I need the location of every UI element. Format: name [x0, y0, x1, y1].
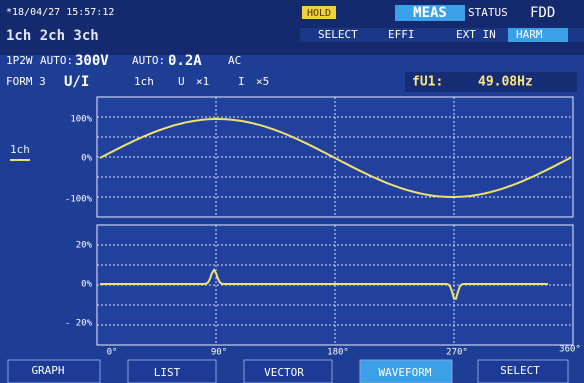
- x-label: 90°: [211, 348, 227, 358]
- y-label: - 20%: [65, 319, 93, 329]
- voltage-range: 300V: [75, 53, 109, 69]
- freq-label: fU1:: [412, 75, 443, 90]
- x-label: 0°: [107, 348, 118, 358]
- mode[interactable]: U/I: [64, 74, 89, 90]
- y-label: 100%: [70, 115, 92, 125]
- button-label[interactable]: WAVEFORM: [379, 366, 432, 379]
- form: FORM 3: [6, 75, 46, 88]
- channels: 1ch 2ch 3ch: [6, 28, 99, 44]
- legend-label: 1ch: [10, 143, 30, 156]
- button-label[interactable]: VECTOR: [264, 366, 304, 379]
- x-label: 360°: [559, 345, 581, 355]
- screen: *18/04/27 15:57:12 HOLD MEAS STATUS FDD …: [0, 0, 584, 383]
- coupling: AC: [228, 54, 241, 67]
- x-label: 270°: [446, 348, 468, 358]
- wiring: 1P2W: [6, 54, 33, 67]
- button-label[interactable]: LIST: [154, 366, 181, 379]
- u-label: U: [178, 75, 185, 88]
- menu-item[interactable]: HARM: [516, 28, 543, 41]
- status-label[interactable]: STATUS: [468, 6, 508, 19]
- x-label: 180°: [327, 348, 349, 358]
- meas-label[interactable]: MEAS: [413, 5, 447, 21]
- u-scale[interactable]: ×1: [196, 75, 209, 88]
- channel[interactable]: 1ch: [134, 75, 154, 88]
- button-label[interactable]: SELECT: [500, 364, 540, 377]
- i-scale[interactable]: ×5: [256, 75, 269, 88]
- range-label: AUTO:: [40, 54, 73, 67]
- y-label: 0%: [81, 154, 92, 164]
- menu-item[interactable]: EXT IN: [456, 28, 496, 41]
- y-label: 20%: [76, 241, 93, 251]
- timestamp: *18/04/27 15:57:12: [6, 7, 114, 18]
- freq-value: 49.08Hz: [478, 75, 533, 90]
- y-label: 0%: [81, 280, 92, 290]
- menu-item[interactable]: SELECT: [318, 28, 358, 41]
- range-label: AUTO:: [132, 54, 165, 67]
- menu-item[interactable]: EFFI: [388, 28, 415, 41]
- y-label: -100%: [65, 195, 93, 205]
- button-label[interactable]: GRAPH: [31, 364, 64, 377]
- i-label: I: [238, 75, 245, 88]
- fdd-label[interactable]: FDD: [530, 5, 555, 21]
- current-range: 0.2A: [168, 53, 202, 69]
- hold-label: HOLD: [307, 8, 331, 19]
